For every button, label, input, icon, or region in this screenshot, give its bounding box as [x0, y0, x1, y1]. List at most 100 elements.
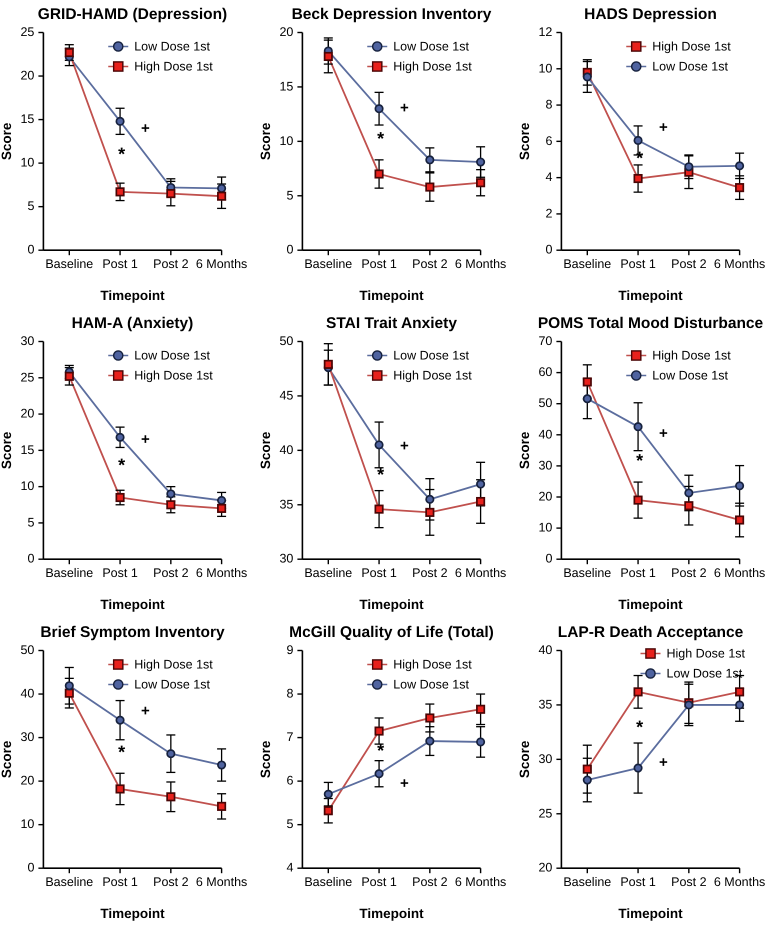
svg-text:9: 9	[286, 643, 293, 657]
svg-text:10: 10	[538, 521, 552, 535]
svg-text:Baseline: Baseline	[563, 566, 611, 580]
svg-text:45: 45	[279, 388, 293, 402]
svg-text:High Dose 1st: High Dose 1st	[134, 60, 213, 74]
svg-text:6 Months: 6 Months	[196, 875, 247, 889]
svg-text:*: *	[377, 741, 384, 761]
svg-text:6 Months: 6 Months	[196, 566, 247, 580]
svg-text:0: 0	[545, 552, 552, 566]
svg-text:Post 1: Post 1	[620, 875, 655, 889]
svg-text:50: 50	[279, 334, 293, 348]
svg-text:STAI Trait Anxiety: STAI Trait Anxiety	[326, 315, 457, 332]
svg-text:2: 2	[545, 206, 552, 220]
svg-text:POMS Total Mood Disturbance: POMS Total Mood Disturbance	[538, 315, 764, 332]
svg-text:*: *	[118, 742, 125, 762]
svg-text:Low Dose 1st: Low Dose 1st	[393, 40, 469, 54]
svg-text:20: 20	[20, 69, 34, 83]
svg-text:Score: Score	[518, 740, 532, 778]
svg-text:0: 0	[27, 552, 34, 566]
svg-text:*: *	[636, 717, 643, 737]
svg-text:40: 40	[20, 687, 34, 701]
svg-text:+: +	[141, 431, 150, 448]
svg-text:+: +	[659, 425, 668, 442]
svg-text:5: 5	[27, 515, 34, 529]
svg-text:High Dose 1st: High Dose 1st	[134, 369, 213, 383]
svg-text:*: *	[377, 129, 384, 149]
svg-text:25: 25	[20, 370, 34, 384]
svg-text:6 Months: 6 Months	[714, 875, 765, 889]
svg-text:Low Dose 1st: Low Dose 1st	[134, 40, 210, 54]
svg-text:+: +	[141, 702, 150, 719]
svg-text:10: 10	[538, 61, 552, 75]
svg-text:20: 20	[20, 774, 34, 788]
svg-text:Post 2: Post 2	[671, 875, 706, 889]
svg-text:6 Months: 6 Months	[714, 257, 765, 271]
svg-text:Post 1: Post 1	[361, 875, 396, 889]
svg-text:Score: Score	[259, 122, 273, 160]
svg-text:0: 0	[286, 243, 293, 257]
svg-text:High Dose 1st: High Dose 1st	[393, 60, 472, 74]
svg-text:10: 10	[279, 134, 293, 148]
svg-text:Post 1: Post 1	[102, 566, 137, 580]
svg-text:5: 5	[27, 199, 34, 213]
svg-text:8: 8	[545, 98, 552, 112]
svg-text:High Dose 1st: High Dose 1st	[652, 40, 731, 54]
svg-text:High Dose 1st: High Dose 1st	[134, 658, 213, 672]
svg-text:HADS Depression: HADS Depression	[584, 6, 717, 23]
svg-text:0: 0	[545, 243, 552, 257]
svg-text:15: 15	[279, 79, 293, 93]
svg-text:Post 1: Post 1	[102, 257, 137, 271]
svg-text:30: 30	[279, 552, 293, 566]
svg-text:Score: Score	[518, 431, 532, 469]
svg-text:Post 2: Post 2	[412, 257, 447, 271]
svg-text:Low Dose 1st: Low Dose 1st	[134, 678, 210, 692]
svg-text:Post 2: Post 2	[153, 875, 188, 889]
svg-text:Post 1: Post 1	[361, 566, 396, 580]
svg-text:Low Dose 1st: Low Dose 1st	[667, 667, 743, 681]
svg-text:6 Months: 6 Months	[455, 566, 506, 580]
svg-text:12: 12	[538, 25, 552, 39]
svg-text:Post 1: Post 1	[620, 257, 655, 271]
svg-text:+: +	[400, 775, 409, 792]
svg-text:30: 30	[538, 752, 552, 766]
svg-text:Timepoint: Timepoint	[359, 597, 424, 612]
svg-text:Low Dose 1st: Low Dose 1st	[393, 349, 469, 363]
svg-text:Baseline: Baseline	[45, 257, 93, 271]
svg-text:Baseline: Baseline	[563, 875, 611, 889]
svg-text:Post 2: Post 2	[412, 875, 447, 889]
svg-text:Timepoint: Timepoint	[359, 288, 424, 303]
svg-text:70: 70	[538, 334, 552, 348]
svg-text:Timepoint: Timepoint	[359, 906, 424, 921]
svg-text:5: 5	[286, 817, 293, 831]
svg-text:6 Months: 6 Months	[714, 566, 765, 580]
svg-text:15: 15	[20, 443, 34, 457]
svg-text:*: *	[636, 148, 643, 168]
svg-text:High Dose 1st: High Dose 1st	[393, 369, 472, 383]
svg-text:10: 10	[20, 156, 34, 170]
svg-text:30: 30	[538, 458, 552, 472]
svg-text:20: 20	[279, 25, 293, 39]
svg-text:Baseline: Baseline	[45, 875, 93, 889]
svg-text:Score: Score	[0, 431, 14, 469]
svg-text:LAP-R Death Acceptance: LAP-R Death Acceptance	[558, 624, 744, 641]
svg-text:20: 20	[20, 407, 34, 421]
svg-text:25: 25	[538, 806, 552, 820]
svg-text:30: 30	[20, 334, 34, 348]
svg-text:GRID-HAMD (Depression): GRID-HAMD (Depression)	[38, 6, 227, 23]
svg-text:Beck Depression Inventory: Beck Depression Inventory	[292, 6, 492, 23]
svg-text:+: +	[141, 120, 150, 137]
svg-text:Baseline: Baseline	[563, 257, 611, 271]
svg-text:0: 0	[27, 243, 34, 257]
svg-text:6 Months: 6 Months	[196, 257, 247, 271]
svg-text:Low Dose 1st: Low Dose 1st	[134, 349, 210, 363]
svg-text:Post 1: Post 1	[620, 566, 655, 580]
svg-text:Score: Score	[259, 740, 273, 778]
svg-text:Baseline: Baseline	[304, 875, 352, 889]
svg-text:Baseline: Baseline	[45, 566, 93, 580]
svg-text:20: 20	[538, 490, 552, 504]
svg-text:30: 30	[20, 730, 34, 744]
svg-text:*: *	[636, 451, 643, 471]
svg-text:4: 4	[545, 170, 552, 184]
svg-text:6: 6	[286, 774, 293, 788]
svg-text:15: 15	[20, 112, 34, 126]
svg-text:Low Dose 1st: Low Dose 1st	[652, 369, 728, 383]
